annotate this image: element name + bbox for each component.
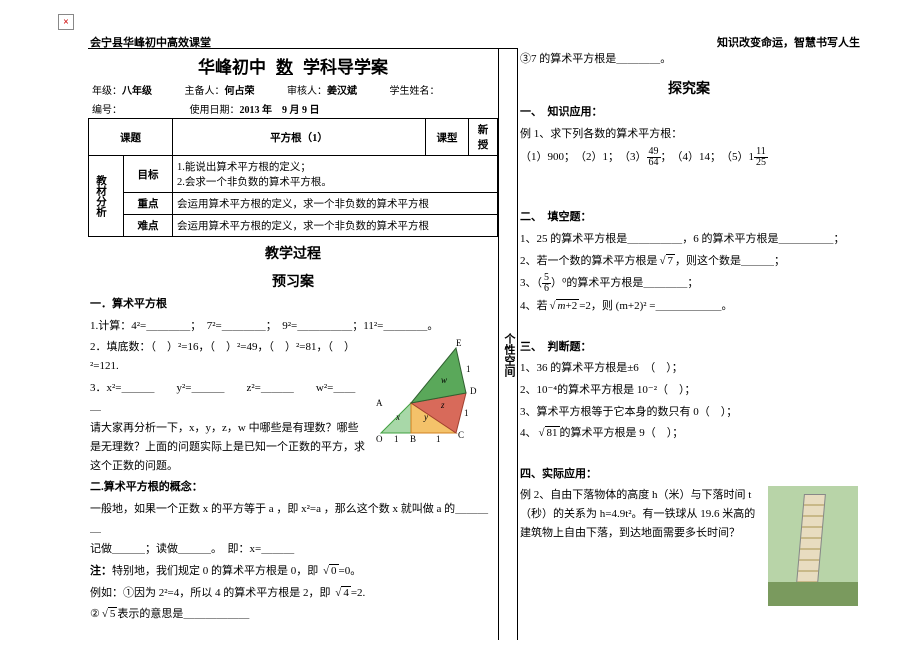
topic-header: 课题 [89,119,173,156]
meta-line-2: 编号： 使用日期：2013 年 9 月 9 日 [88,99,498,118]
svg-text:1: 1 [436,434,441,444]
svg-text:1: 1 [464,408,469,418]
svg-text:z: z [440,400,445,410]
focus-cell: 会运用算术平方根的定义，求一个非负数的算术平方根 [173,193,498,215]
doc-title: 华峰初中数学科导学案 [88,49,498,80]
svg-text:E: E [456,338,462,348]
svg-text:B: B [410,434,416,444]
preview-title: 预习案 [88,265,498,293]
right-column: ③7 的算术平方根是＿＿＿＿。 探究案 一、 知识应用： 例 1、求下列各数的算… [518,48,860,640]
geometry-figure: A O B 1 1 C D E x y z w 1 1 [366,338,496,448]
explore-title: 探究案 [520,72,858,104]
goal-header: 目标 [124,156,173,193]
svg-text:A: A [376,398,383,408]
svg-text:x: x [395,412,400,422]
preview-body: 一．算术平方根 1.计算：4²=＿＿＿＿； 7²=＿＿＿＿； 9²=＿＿＿＿＿；… [88,293,498,629]
svg-text:1: 1 [394,434,399,444]
svg-text:D: D [470,386,477,396]
space-column: 个性空间 [498,48,518,640]
svg-text:C: C [458,430,464,440]
svg-text:1: 1 [466,364,471,374]
goal-cell: 1.能说出算术平方根的定义； 2.会求一个非负数的算术平方根。 [173,156,498,193]
svg-text:O: O [376,434,383,444]
analysis-header: 教材分析 [89,156,124,237]
topic-cell: 平方根（1） [173,119,426,156]
svg-text:w: w [441,375,447,385]
tower-illustration [768,486,858,606]
svg-text:y: y [423,412,428,422]
meta-line-1: 年级：八年级 主备人：何占荣 审核人：姜汉斌 学生姓名： [88,80,498,99]
diff-cell: 会运用算术平方根的定义，求一个非负数的算术平方根 [173,215,498,237]
diff-header: 难点 [124,215,173,237]
type-cell: 新授 [469,119,498,156]
process-title: 教学过程 [88,237,498,265]
info-table: 课题 平方根（1） 课型 新授 教材分析 目标 1.能说出算术平方根的定义； 2… [88,118,498,237]
broken-image-icon: × [58,14,74,30]
focus-header: 重点 [124,193,173,215]
type-header: 课型 [426,119,469,156]
